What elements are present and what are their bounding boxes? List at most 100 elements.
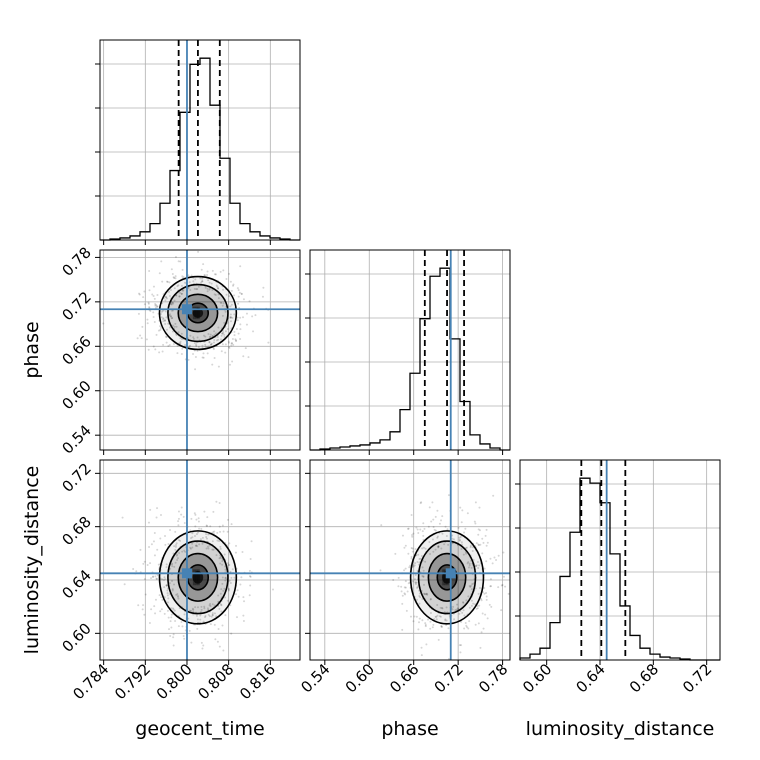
sample-point — [485, 598, 488, 601]
sample-point — [204, 335, 207, 338]
sample-point — [404, 567, 407, 570]
sample-point — [470, 566, 473, 569]
sample-point — [181, 550, 184, 553]
sample-point — [183, 613, 186, 616]
sample-point — [250, 540, 253, 543]
sample-point — [469, 546, 472, 549]
sample-point — [168, 281, 171, 284]
sample-point — [165, 563, 168, 566]
sample-point — [481, 552, 484, 555]
sample-point — [207, 533, 210, 536]
sample-point — [191, 607, 194, 610]
sample-point — [476, 560, 479, 563]
sample-point — [432, 623, 435, 626]
sample-point — [209, 336, 212, 339]
sample-point — [162, 318, 165, 321]
sample-point — [213, 604, 216, 607]
sample-point — [429, 552, 432, 555]
sample-point — [428, 541, 431, 544]
sample-point — [224, 343, 227, 346]
sample-point — [239, 316, 242, 319]
sample-point — [176, 557, 179, 560]
sample-point — [406, 590, 409, 593]
sample-point — [162, 320, 165, 323]
sample-point — [477, 543, 480, 546]
sample-point — [177, 517, 180, 520]
sample-point — [176, 559, 179, 562]
sample-point — [220, 610, 223, 613]
sample-point — [418, 557, 421, 560]
sample-point — [148, 270, 151, 273]
sample-point — [146, 322, 149, 325]
sample-point — [199, 614, 202, 617]
sample-point — [199, 618, 202, 621]
sample-point — [166, 589, 169, 592]
sample-point — [419, 502, 422, 505]
sample-point — [215, 500, 218, 503]
sample-point — [160, 310, 163, 313]
sample-point — [179, 539, 182, 542]
contour-line — [177, 293, 219, 333]
density-cell — [192, 569, 196, 586]
sample-point — [248, 569, 251, 572]
sample-point — [480, 599, 483, 602]
sample-point — [415, 615, 418, 618]
sample-point — [475, 564, 478, 567]
sample-point — [147, 521, 150, 524]
sample-point — [150, 577, 153, 580]
sample-point — [478, 506, 481, 509]
sample-point — [148, 546, 151, 549]
sample-point — [443, 543, 446, 546]
sample-point — [230, 289, 233, 292]
sample-point — [234, 339, 237, 342]
sample-point — [216, 640, 219, 643]
x-axis-label-phase: phase — [381, 718, 438, 740]
sample-point — [142, 296, 145, 299]
sample-point — [178, 342, 181, 345]
sample-point — [403, 546, 406, 549]
sample-point — [221, 524, 224, 527]
sample-point — [177, 284, 180, 287]
sample-point — [431, 501, 434, 504]
sample-point — [470, 588, 473, 591]
sample-point — [440, 547, 443, 550]
sample-point — [507, 592, 510, 595]
sample-point — [181, 347, 184, 350]
sample-point — [429, 612, 432, 615]
sample-point — [216, 285, 219, 288]
sample-point — [200, 281, 203, 284]
sample-point — [451, 537, 454, 540]
sample-point — [165, 297, 168, 300]
sample-point — [477, 528, 480, 531]
sample-point — [164, 310, 167, 313]
sample-point — [477, 592, 480, 595]
sample-point — [477, 544, 480, 547]
sample-point — [164, 322, 167, 325]
sample-point — [200, 268, 203, 271]
sample-point — [422, 575, 425, 578]
sample-point — [142, 604, 145, 607]
sample-point — [214, 294, 217, 297]
sample-point — [173, 276, 176, 279]
sample-point — [231, 342, 234, 345]
sample-point — [217, 326, 220, 329]
sample-point — [466, 562, 469, 565]
sample-point — [207, 608, 210, 611]
sample-point — [206, 352, 209, 355]
sample-point — [174, 277, 177, 280]
sample-point — [474, 501, 477, 504]
sample-point — [137, 604, 140, 607]
sample-point — [218, 540, 221, 543]
sample-point — [424, 625, 427, 628]
sample-point — [179, 340, 182, 343]
sample-point — [444, 619, 447, 622]
sample-point — [173, 325, 176, 328]
sample-point — [220, 301, 223, 304]
sample-point — [208, 288, 211, 291]
sample-point — [222, 530, 225, 533]
sample-point — [403, 586, 406, 589]
sample-point — [475, 607, 478, 610]
sample-point — [159, 325, 162, 328]
sample-point — [221, 332, 224, 335]
